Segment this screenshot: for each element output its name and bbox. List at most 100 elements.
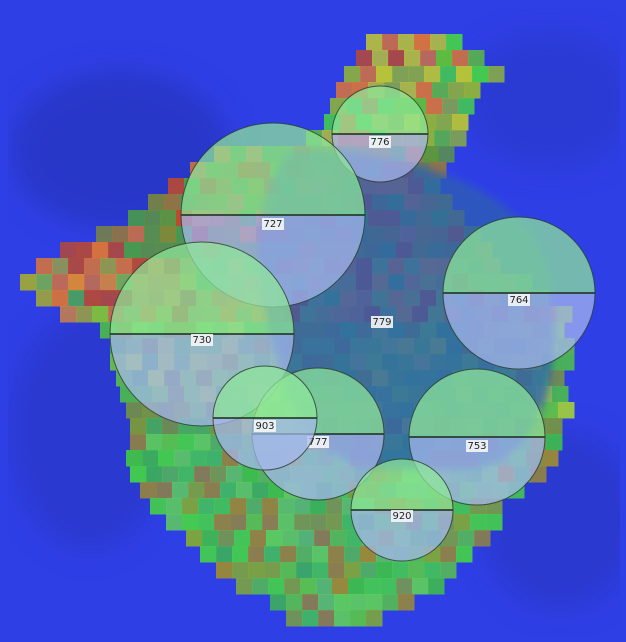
heat-cell	[140, 242, 157, 259]
region-727-upper-half	[181, 123, 365, 215]
heat-cell	[76, 306, 93, 323]
heat-cell	[312, 562, 329, 579]
region-903[interactable]: 903	[212, 365, 318, 471]
heat-cell	[330, 530, 347, 547]
heat-cell	[100, 274, 117, 291]
heat-cell	[162, 434, 179, 451]
heat-cell	[326, 498, 343, 515]
heat-cell	[336, 82, 353, 99]
heat-cell	[442, 98, 459, 115]
region-903-label: 903	[254, 420, 276, 432]
heat-cell	[166, 514, 183, 531]
heat-cell	[92, 242, 109, 259]
region-label-text: 764	[509, 295, 528, 306]
heat-cell	[446, 34, 463, 51]
heat-cell	[310, 498, 327, 515]
heat-cell	[392, 562, 409, 579]
region-903-outline	[212, 365, 318, 471]
heat-cell	[398, 594, 415, 611]
heat-cell	[130, 466, 147, 483]
heat-cell	[408, 66, 425, 83]
heat-cell	[388, 50, 405, 67]
heat-cell	[542, 402, 559, 419]
heat-cell	[96, 226, 113, 243]
region-753-upper-half	[409, 369, 545, 437]
heat-cell	[168, 178, 185, 195]
heat-cell	[150, 498, 167, 515]
heat-cell	[84, 290, 101, 307]
heat-cell	[350, 594, 367, 611]
heat-cell	[126, 402, 143, 419]
heat-cell	[252, 578, 269, 595]
heat-cell	[404, 50, 421, 67]
region-label-text: 779	[372, 317, 391, 328]
heat-cell	[162, 466, 179, 483]
heat-cell	[344, 562, 361, 579]
heat-cell	[100, 258, 117, 275]
heat-cell	[434, 130, 451, 147]
heat-cell	[382, 594, 399, 611]
heat-cell	[140, 482, 157, 499]
heat-cell	[392, 66, 409, 83]
heat-cell	[52, 290, 69, 307]
heat-cell	[214, 498, 231, 515]
heat-cell	[130, 434, 147, 451]
region-764-lower-half	[443, 293, 595, 369]
heat-cell	[424, 66, 441, 83]
heat-cell	[156, 482, 173, 499]
heat-cell	[468, 50, 485, 67]
heat-cell	[252, 482, 269, 499]
region-776-label: 776	[369, 136, 391, 148]
heat-cell	[230, 498, 247, 515]
heat-cell	[316, 578, 333, 595]
heat-cell	[302, 594, 319, 611]
heat-cell	[190, 450, 207, 467]
heat-cell	[76, 242, 93, 259]
heat-cell	[246, 514, 263, 531]
heat-cell	[220, 482, 237, 499]
heat-cell	[182, 498, 199, 515]
region-776[interactable]: 776	[331, 85, 429, 183]
label-background	[508, 294, 530, 306]
heat-cell	[182, 514, 199, 531]
label-background	[191, 334, 213, 346]
heat-cell	[84, 258, 101, 275]
heat-cell	[456, 546, 473, 563]
region-764[interactable]: 764	[442, 216, 596, 370]
heat-cell	[314, 530, 331, 547]
heat-cell	[112, 226, 129, 243]
heat-cell	[214, 514, 231, 531]
heat-cell	[546, 434, 563, 451]
label-background	[262, 218, 284, 230]
heat-cell	[216, 546, 233, 563]
heat-cell	[472, 66, 489, 83]
heat-cell	[230, 514, 247, 531]
heat-cell	[210, 466, 227, 483]
heat-cell	[248, 562, 265, 579]
heat-cell	[366, 34, 383, 51]
heat-cell	[438, 146, 455, 163]
heat-cell	[546, 418, 563, 435]
heat-cell	[366, 594, 383, 611]
heat-cell	[146, 418, 163, 435]
heat-cell	[144, 226, 161, 243]
heat-cell	[422, 146, 439, 163]
region-920-upper-half	[351, 459, 453, 510]
region-776-upper-half	[332, 86, 428, 134]
heat-cell	[452, 114, 469, 131]
heat-cell	[380, 578, 397, 595]
heat-cell	[52, 274, 69, 291]
heat-cell	[60, 242, 77, 259]
heat-cell	[160, 226, 177, 243]
heat-cell	[414, 34, 431, 51]
label-background	[466, 440, 488, 452]
heat-cell	[20, 274, 37, 291]
heat-cell	[426, 98, 443, 115]
heat-cell	[294, 498, 311, 515]
heat-cell	[268, 578, 285, 595]
heat-cell	[36, 274, 53, 291]
heat-cell	[242, 466, 259, 483]
heat-cell	[218, 530, 235, 547]
region-920[interactable]: 920	[350, 458, 454, 562]
